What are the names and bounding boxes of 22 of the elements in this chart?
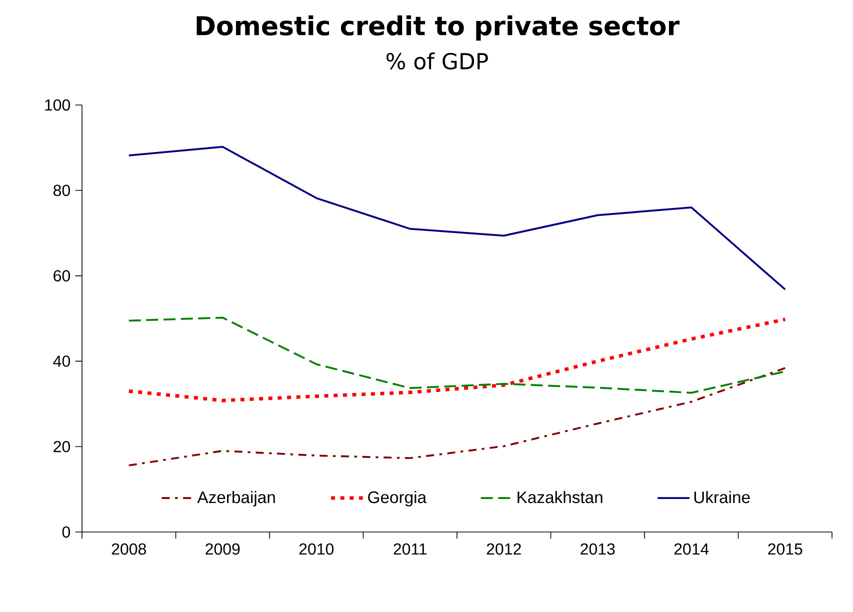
legend-label: Ukraine: [694, 490, 750, 504]
y-tick-label: 100: [45, 99, 70, 111]
chart-subtitle: % of GDP: [386, 52, 488, 70]
x-tick-label: 2014: [674, 543, 709, 555]
x-tick-label: 2013: [580, 543, 615, 555]
legend-label: Kazakhstan: [518, 490, 602, 504]
y-tick-label: 20: [54, 440, 70, 452]
x-tick-label: 2008: [112, 543, 146, 555]
y-tick-label: 60: [54, 270, 70, 282]
legend-label: Azerbaijan: [197, 490, 275, 506]
x-tick-label: 2009: [206, 543, 240, 555]
chart-title: Domestic credit to private sector: [196, 15, 680, 41]
y-tick-label: 0: [62, 526, 70, 538]
legend-label: Georgia: [368, 490, 427, 506]
line-series: [128, 146, 786, 290]
y-tick-label: 80: [54, 184, 70, 196]
y-tick-label: 40: [53, 356, 70, 367]
x-tick-label: 2015: [768, 543, 802, 555]
x-tick-label: 2010: [299, 543, 334, 555]
x-tick-label: 2011: [394, 543, 427, 555]
x-tick-label: 2012: [486, 543, 521, 555]
line-series: [128, 367, 786, 466]
